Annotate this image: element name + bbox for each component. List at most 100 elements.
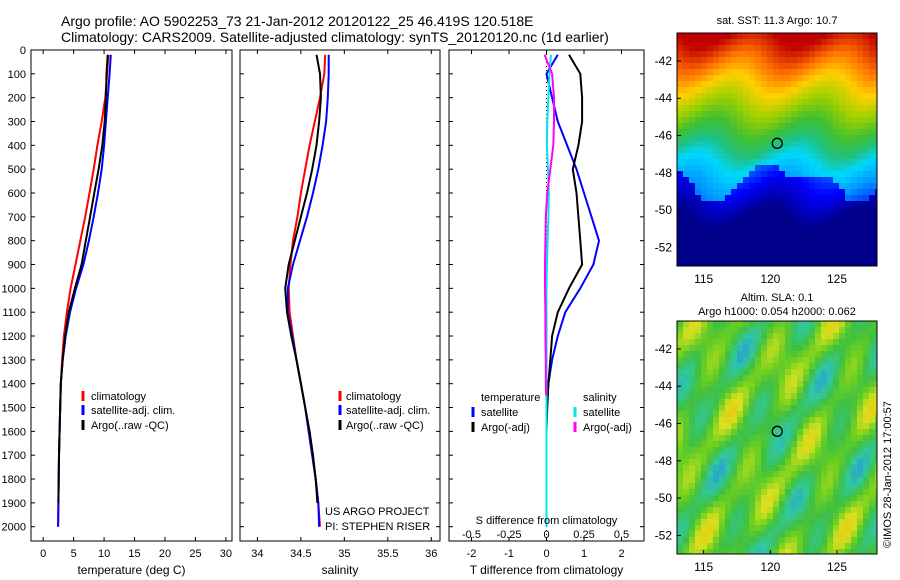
sst-map-cell bbox=[773, 207, 779, 213]
sst-map-cell bbox=[677, 81, 683, 87]
sst-map-cell bbox=[737, 135, 743, 141]
sla-map-cell bbox=[821, 357, 827, 363]
sla-map-cell bbox=[707, 387, 713, 393]
sla-map-cell bbox=[701, 537, 707, 543]
sla-map-cell bbox=[845, 333, 851, 339]
sst-map-cell bbox=[869, 57, 875, 63]
sla-map-cell bbox=[689, 381, 695, 387]
sla-map-cell bbox=[809, 465, 815, 471]
sst-map-cell bbox=[821, 243, 827, 249]
sst-map-cell bbox=[713, 219, 719, 225]
sst-map-cell bbox=[767, 243, 773, 249]
sst-map-cell bbox=[743, 177, 749, 183]
sst-map-cell bbox=[683, 75, 689, 81]
sst-map-cell bbox=[767, 81, 773, 87]
sst-map-cell bbox=[737, 87, 743, 93]
sst-map-cell bbox=[779, 213, 785, 219]
sla-map-cell bbox=[755, 501, 761, 507]
sla-map-cell bbox=[713, 381, 719, 387]
sst-map-cell bbox=[875, 117, 877, 123]
sst-map-cell bbox=[803, 201, 809, 207]
sla-map-cell bbox=[815, 507, 821, 513]
sla-map-cell bbox=[875, 483, 877, 489]
sst-map-cell bbox=[809, 87, 815, 93]
sla-map-cell bbox=[683, 471, 689, 477]
sst-map-cell bbox=[773, 57, 779, 63]
sst-map-cell bbox=[761, 165, 767, 171]
sla-map-cell bbox=[767, 459, 773, 465]
sla-map-cell bbox=[719, 375, 725, 381]
sst-map-cell bbox=[755, 81, 761, 87]
sla-map-cell bbox=[761, 489, 767, 495]
sla-map-cell bbox=[797, 321, 803, 327]
sst-map-cell bbox=[683, 57, 689, 63]
sla-map-cell bbox=[815, 489, 821, 495]
sla-map-cell bbox=[725, 363, 731, 369]
sst-map-cell bbox=[749, 87, 755, 93]
sst-map-cell bbox=[767, 195, 773, 201]
sst-map-cell bbox=[695, 177, 701, 183]
sla-map-cell bbox=[749, 345, 755, 351]
sst-map-cell bbox=[827, 87, 833, 93]
sla-map-cell bbox=[839, 393, 845, 399]
sst-map-cell bbox=[821, 159, 827, 165]
sst-map-cell bbox=[761, 237, 767, 243]
sst-map-cell bbox=[869, 81, 875, 87]
sla-map-cell bbox=[749, 525, 755, 531]
sla-map-cell bbox=[827, 441, 833, 447]
sla-map-cell bbox=[797, 333, 803, 339]
sst-map-ytick-label: -50 bbox=[655, 203, 673, 217]
sla-map-cell bbox=[719, 489, 725, 495]
sst-map-cell bbox=[833, 195, 839, 201]
sla-map-cell bbox=[797, 363, 803, 369]
sla-map-cell bbox=[857, 435, 863, 441]
sla-map-cell bbox=[779, 495, 785, 501]
sst-map-cell bbox=[857, 51, 863, 57]
sla-map-cell bbox=[683, 423, 689, 429]
sla-map-cell bbox=[827, 483, 833, 489]
sst-map-cell bbox=[779, 135, 785, 141]
sla-map-cell bbox=[713, 363, 719, 369]
sst-map-cell bbox=[827, 237, 833, 243]
sst-map-cell bbox=[725, 93, 731, 99]
sla-map-cell bbox=[695, 369, 701, 375]
sst-map-cell bbox=[833, 51, 839, 57]
sla-map-cell bbox=[863, 519, 869, 525]
sla-map-cell bbox=[725, 369, 731, 375]
sst-map-cell bbox=[857, 39, 863, 45]
sla-map-cell bbox=[701, 501, 707, 507]
sst-map-cell bbox=[743, 249, 749, 255]
sst-map-cell bbox=[737, 123, 743, 129]
sla-map-cell bbox=[851, 411, 857, 417]
sla-map-cell bbox=[815, 363, 821, 369]
sst-map-cell bbox=[803, 75, 809, 81]
sst-map-cell bbox=[713, 45, 719, 51]
sla-map-cell bbox=[833, 369, 839, 375]
sla-map-cell bbox=[821, 405, 827, 411]
sst-map-cell bbox=[791, 249, 797, 255]
sla-map-cell bbox=[797, 453, 803, 459]
sla-map-cell bbox=[749, 477, 755, 483]
sst-map-cell bbox=[821, 63, 827, 69]
sla-map-cell bbox=[761, 441, 767, 447]
sst-map-cell bbox=[755, 147, 761, 153]
sst-map-cell bbox=[701, 237, 707, 243]
sla-map-cell bbox=[815, 351, 821, 357]
sla-map-cell bbox=[725, 399, 731, 405]
sla-map-cell bbox=[761, 339, 767, 345]
sst-map-cell bbox=[869, 189, 875, 195]
sst-map-cell bbox=[749, 75, 755, 81]
sst-map-cell bbox=[707, 183, 713, 189]
sst-map-cell bbox=[803, 105, 809, 111]
sst-map-cell bbox=[749, 69, 755, 75]
sla-map-cell bbox=[677, 327, 683, 333]
sst-map-cell bbox=[797, 249, 803, 255]
sst-map-cell bbox=[683, 165, 689, 171]
sst-map-cell bbox=[773, 99, 779, 105]
sla-map-cell bbox=[761, 477, 767, 483]
sla-map-cell bbox=[797, 537, 803, 543]
sla-map-cell bbox=[803, 405, 809, 411]
sst-map-cell bbox=[869, 237, 875, 243]
sla-map-cell bbox=[749, 519, 755, 525]
sst-map-cell bbox=[857, 99, 863, 105]
